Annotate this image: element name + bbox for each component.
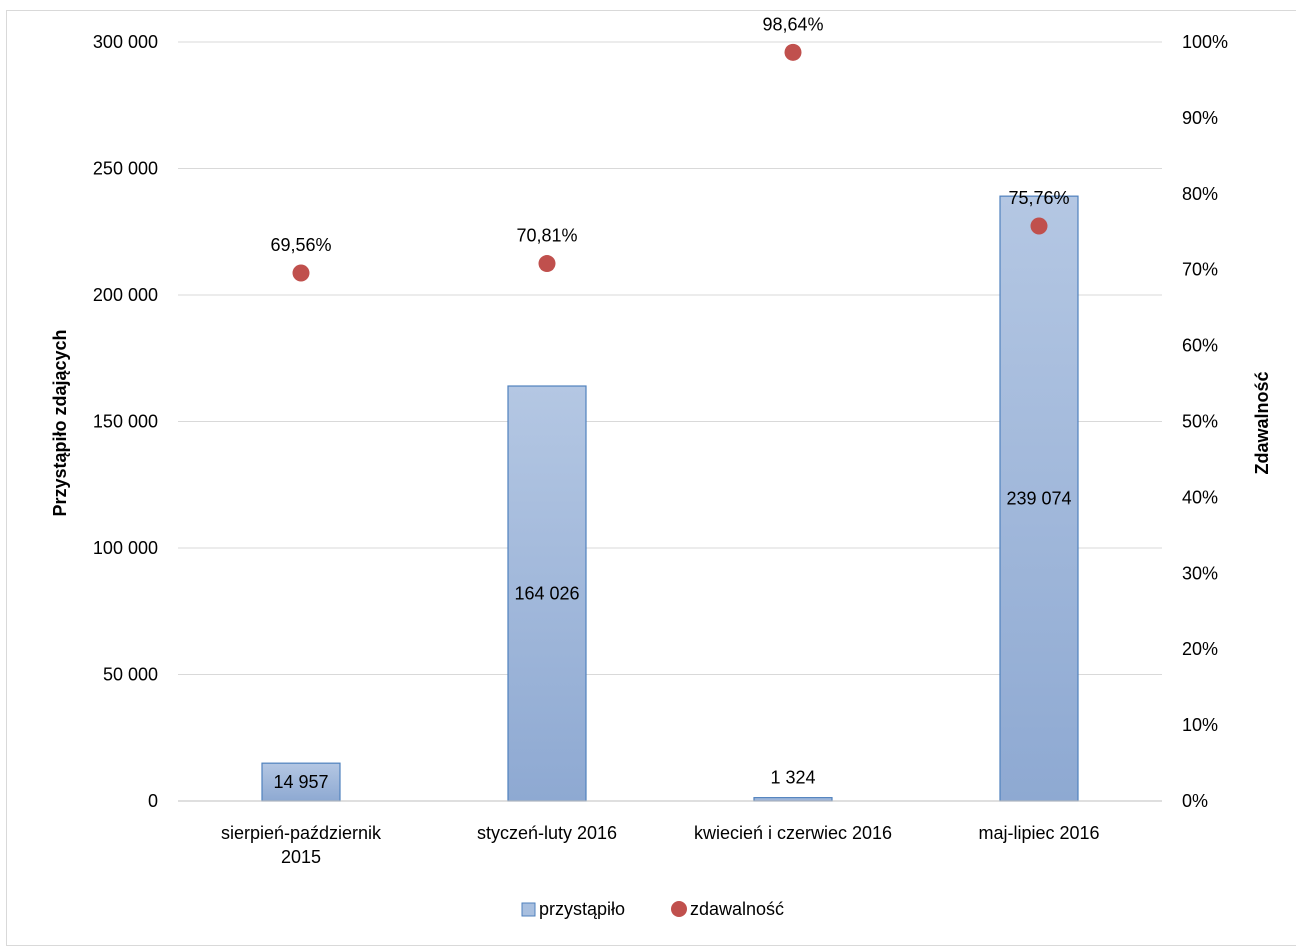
gridlines xyxy=(178,41,1162,802)
y2-tick-label: 90% xyxy=(1182,108,1218,128)
legend-item-point: zdawalność xyxy=(671,899,784,919)
bar-data-label: 14 957 xyxy=(273,772,328,792)
y-tick-label: 300 000 xyxy=(93,32,158,52)
bar xyxy=(999,195,1079,802)
y-tick-label: 150 000 xyxy=(93,412,158,432)
legend-item-bar: przystąpiło xyxy=(521,899,625,919)
point-data-label: 70,81% xyxy=(516,226,577,246)
bar-data-label: 1 324 xyxy=(770,768,815,788)
y2-tick-label: 40% xyxy=(1182,487,1218,507)
bar xyxy=(507,385,587,802)
point-data-label: 75,76% xyxy=(1008,188,1069,208)
bar-data-label: 239 074 xyxy=(1006,489,1071,509)
axes: 0 50 000 100 000 150 000 200 000 250 000 300 0… xyxy=(93,32,1228,867)
y-axis-title: Przystąpiło zdających xyxy=(50,329,70,516)
point-data-label: 69,56% xyxy=(270,235,331,255)
point xyxy=(292,264,310,282)
y2-axis-title: Zdawalność xyxy=(1252,371,1272,474)
y-tick-label: 100 000 xyxy=(93,538,158,558)
y-tick-label: 50 000 xyxy=(103,665,158,685)
y2-tick-label: 10% xyxy=(1182,715,1218,735)
y-tick-label: 0 xyxy=(148,791,158,811)
y-tick-label: 200 000 xyxy=(93,285,158,305)
points xyxy=(292,43,1048,282)
legend-label: przystąpiło xyxy=(539,899,625,919)
y-tick-label: 250 000 xyxy=(93,159,158,179)
y2-tick-label: 20% xyxy=(1182,639,1218,659)
x-tick-label: sierpień-październik 2015 xyxy=(221,823,382,867)
y2-tick-label: 0% xyxy=(1182,791,1208,811)
legend-swatch-point xyxy=(671,901,687,917)
x-tick-label: kwiecień i czerwiec 2016 xyxy=(694,823,892,843)
legend-swatch-bar xyxy=(521,902,536,917)
data-labels: 14 957 164 026 1 324 239 074 69,56% 70,81% 98,… xyxy=(270,14,1071,792)
bar xyxy=(753,797,833,802)
point xyxy=(784,43,802,61)
y2-tick-label: 30% xyxy=(1182,563,1218,583)
chart-border xyxy=(6,10,1296,946)
bars xyxy=(261,195,1079,802)
y2-tick-label: 100% xyxy=(1182,32,1228,52)
point xyxy=(538,255,556,273)
point-data-label: 98,64% xyxy=(762,14,823,34)
y2-tick-label: 70% xyxy=(1182,260,1218,280)
x-tick-label: styczeń-luty 2016 xyxy=(477,823,617,843)
bar-data-label: 164 026 xyxy=(514,584,579,604)
y2-tick-label: 50% xyxy=(1182,412,1218,432)
y2-tick-label: 60% xyxy=(1182,336,1218,356)
legend: przystąpiło zdawalność xyxy=(521,899,784,919)
y2-tick-label: 80% xyxy=(1182,184,1218,204)
point xyxy=(1030,217,1048,235)
legend-label: zdawalność xyxy=(690,899,784,919)
x-tick-label: maj-lipiec 2016 xyxy=(978,823,1099,843)
